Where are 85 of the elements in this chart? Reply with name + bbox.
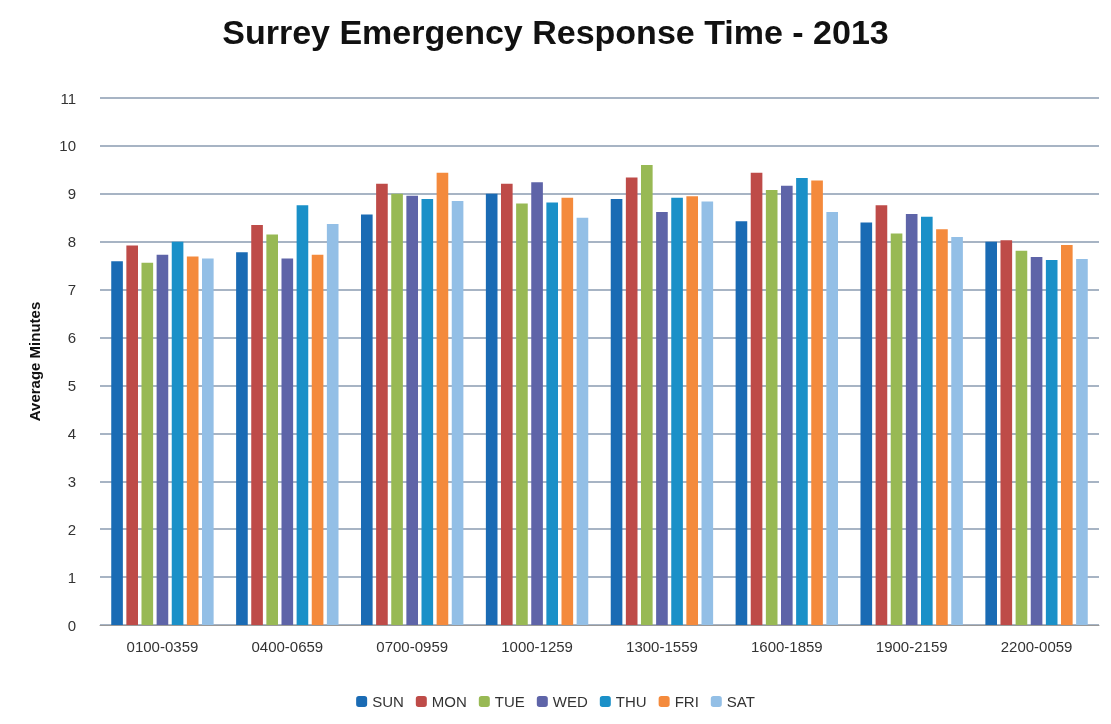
legend-label: MON — [431, 693, 467, 710]
chart-title: Surrey Emergency Response Time - 2013 — [222, 13, 889, 51]
bar — [1000, 240, 1013, 625]
bar — [156, 254, 169, 625]
bar — [1076, 258, 1088, 625]
y-tick-label: 3 — [67, 472, 76, 490]
bar — [951, 236, 963, 625]
bar — [656, 212, 668, 625]
x-tick-label: 1600-1859 — [750, 638, 823, 655]
bar — [391, 193, 403, 625]
x-tick-label: 0400-0659 — [251, 638, 324, 655]
y-tick-label: 7 — [67, 281, 76, 299]
bar — [686, 196, 699, 625]
bar — [266, 234, 278, 625]
bar — [985, 241, 997, 625]
bar — [531, 182, 543, 625]
bar — [875, 205, 888, 625]
y-tick-label: 9 — [67, 185, 76, 203]
y-tick-label: 1 — [67, 568, 76, 586]
bar — [436, 172, 449, 625]
bar — [610, 199, 623, 625]
bar — [1015, 250, 1028, 625]
bar — [500, 183, 513, 625]
x-tick-label: 1300-1559 — [626, 638, 698, 655]
bar — [921, 216, 933, 625]
bar — [735, 221, 748, 625]
bar — [236, 252, 248, 625]
y-tick-label: 8 — [67, 233, 76, 251]
y-tick-label: 6 — [67, 329, 76, 347]
bar — [860, 222, 873, 625]
bar — [360, 214, 373, 625]
bar — [826, 212, 839, 625]
bar — [202, 258, 214, 625]
legend-label: SUN — [372, 693, 404, 710]
bar — [811, 180, 823, 625]
bar — [376, 183, 388, 625]
bar — [671, 197, 683, 625]
x-tick-label: 0700-0959 — [376, 638, 449, 655]
bar — [561, 197, 574, 625]
bar — [905, 213, 918, 625]
bar — [546, 202, 559, 625]
bar — [126, 245, 138, 625]
bar — [171, 241, 184, 625]
bar — [281, 258, 294, 625]
bar — [1061, 245, 1073, 625]
x-tick-label: 0100-0359 — [126, 638, 199, 655]
bar — [640, 165, 653, 625]
legend-label: TUE — [494, 693, 525, 710]
bar — [421, 199, 434, 625]
legend-label: WED — [552, 693, 588, 710]
bar — [141, 262, 154, 625]
bar — [765, 189, 778, 625]
bar — [311, 254, 324, 625]
bar — [796, 178, 808, 625]
bar — [890, 233, 903, 625]
bar — [111, 261, 123, 625]
bar — [406, 195, 419, 625]
bar — [516, 203, 528, 625]
y-tick-label: 0 — [67, 616, 76, 634]
bar — [485, 193, 498, 625]
bar — [186, 256, 199, 625]
x-tick-label: 1900-2159 — [875, 638, 948, 655]
bar — [701, 201, 714, 625]
y-tick-label: 5 — [67, 376, 76, 394]
x-tick-label: 1000-1259 — [501, 638, 573, 655]
legend-label: SAT — [726, 693, 755, 710]
y-tick-label: 10 — [59, 137, 76, 155]
y-tick-label: 2 — [67, 520, 76, 538]
x-tick-label: 2200-0059 — [1000, 638, 1073, 655]
bar — [576, 217, 589, 625]
legend-label: FRI — [674, 693, 699, 710]
bar — [625, 177, 638, 625]
bar — [1030, 257, 1043, 625]
y-tick-label: 11 — [60, 89, 76, 107]
bar — [936, 229, 948, 625]
bar — [1045, 259, 1058, 625]
bar — [296, 205, 309, 625]
bar — [251, 224, 263, 625]
bar — [451, 201, 464, 625]
bar — [780, 185, 793, 625]
y-axis-title: Average Minutes — [26, 301, 43, 422]
legend-label: THU — [615, 693, 647, 710]
y-tick-label: 4 — [67, 424, 76, 442]
bar — [326, 224, 339, 625]
bar — [750, 172, 763, 625]
